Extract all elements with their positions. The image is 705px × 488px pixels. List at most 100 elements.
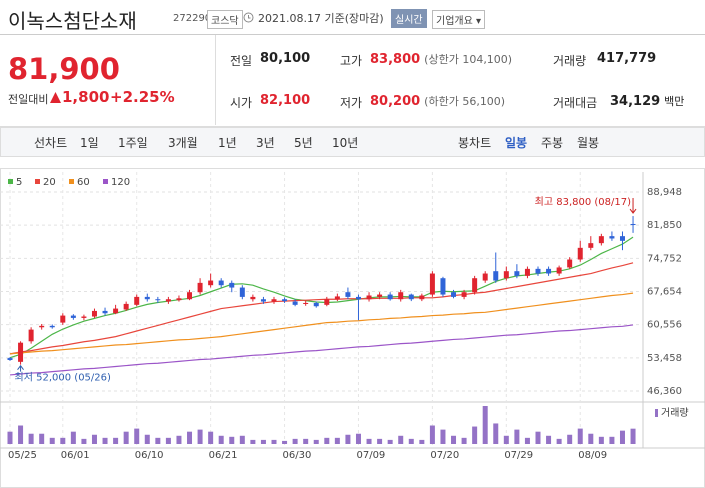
overview-label: 기업개요 <box>436 16 473 27</box>
summary-value: 80,100 <box>260 51 311 66</box>
tab[interactable]: 일봉 <box>505 136 528 150</box>
legend-swatch <box>35 179 40 184</box>
legend-label: 60 <box>77 177 90 188</box>
candle-body <box>91 310 97 317</box>
volume-bar <box>461 437 467 444</box>
candle-body <box>366 295 372 300</box>
volume-bar <box>630 428 636 444</box>
price: 81,900 <box>8 52 120 86</box>
summary-label: 저가 <box>340 96 363 110</box>
summary-label: 거래량 <box>553 54 587 68</box>
volume-bar <box>514 429 520 444</box>
candle-body <box>556 267 562 274</box>
candle-body <box>155 299 161 301</box>
volume-bar <box>155 437 161 444</box>
volume-bar <box>218 435 224 444</box>
tab[interactable]: 10년 <box>332 136 359 150</box>
volume-label: 거래량 <box>661 407 689 419</box>
candle-body <box>250 296 256 300</box>
tab[interactable]: 3개월 <box>168 136 198 150</box>
summary-label: 전일 <box>230 54 253 68</box>
x-tick-label: 06/30 <box>283 450 312 461</box>
volume-bar <box>577 428 583 444</box>
volume-bar <box>91 434 97 444</box>
market-badge: 코스닥 <box>207 10 243 29</box>
y-tick-label: 81,850 <box>647 220 682 231</box>
candle-body <box>630 223 636 225</box>
volume-bar <box>176 435 182 444</box>
volume-bar <box>165 437 171 444</box>
candle-body <box>144 296 150 300</box>
volume-bar <box>609 436 615 444</box>
volume-bar <box>197 429 203 444</box>
tab[interactable]: 주봉 <box>541 136 564 150</box>
volume-bar <box>387 439 393 444</box>
volume-bar <box>282 440 288 444</box>
tab[interactable]: 1년 <box>218 136 237 150</box>
candle-body <box>60 315 66 323</box>
candle-body <box>303 302 309 304</box>
candle-body <box>7 358 13 360</box>
volume-bar <box>398 435 404 444</box>
candle-body <box>482 273 488 281</box>
candle-body <box>514 271 520 276</box>
realtime-button[interactable]: 실시간 <box>391 9 427 28</box>
candle-body <box>39 325 45 328</box>
candle-body <box>408 294 414 300</box>
candle-body <box>524 268 530 276</box>
change-label: 전일대비 <box>8 93 49 106</box>
y-tick-label: 53,458 <box>647 353 682 364</box>
x-tick-label: 05/25 <box>8 450 37 461</box>
candle-body <box>387 294 393 300</box>
volume-bar <box>250 439 256 444</box>
ma-line <box>9 262 634 355</box>
volume-bar <box>28 433 34 444</box>
ma-line <box>9 236 634 359</box>
tab[interactable]: 월봉 <box>577 136 600 150</box>
legend-swatch <box>69 179 74 184</box>
volume-bar <box>619 430 625 444</box>
tab[interactable]: 3년 <box>256 136 275 150</box>
candle-body <box>18 342 24 362</box>
candle-body <box>334 296 340 300</box>
stock-name: 이녹스첨단소재 <box>8 9 137 33</box>
volume-bar <box>334 437 340 444</box>
candle-body <box>472 278 478 293</box>
candle-body <box>187 292 193 300</box>
candle-body <box>461 292 467 297</box>
volume-bar <box>271 439 277 444</box>
candle-body <box>165 299 171 302</box>
ma-line <box>9 324 634 376</box>
candle-body <box>493 271 499 281</box>
tab[interactable]: 1주일 <box>118 136 148 150</box>
y-tick-label: 88,948 <box>647 187 682 198</box>
candle-body <box>49 325 55 328</box>
tab[interactable]: 5년 <box>294 136 313 150</box>
tab-group-label: 선차트 <box>34 136 68 150</box>
legend-swatch <box>103 179 108 184</box>
volume-bar <box>134 428 140 444</box>
volume-bar <box>567 434 573 444</box>
x-tick-label: 06/01 <box>61 450 90 461</box>
volume-bar <box>187 431 193 444</box>
summary-note: 백만 <box>664 95 685 108</box>
summary-note: (하한가 56,100) <box>424 95 506 108</box>
volume-bar <box>429 425 435 444</box>
tab[interactable]: 1일 <box>80 136 99 150</box>
candle-body <box>282 299 288 302</box>
legend-swatch <box>8 179 13 184</box>
y-tick-label: 46,360 <box>647 386 682 397</box>
tab-group-label: 봉차트 <box>458 136 492 150</box>
volume-bar <box>451 435 457 444</box>
overview-button[interactable]: 기업개요 ▾ <box>432 10 486 29</box>
volume-bar <box>546 435 552 444</box>
volume-bar <box>208 431 214 444</box>
up-arrow <box>50 92 61 103</box>
summary-label: 거래대금 <box>553 96 598 110</box>
candle-body <box>229 282 235 288</box>
low-annotation: 최저 52,000 (05/26) <box>15 372 111 384</box>
ma-line <box>9 292 634 355</box>
candle-body <box>176 298 182 301</box>
candle-body <box>588 243 594 248</box>
